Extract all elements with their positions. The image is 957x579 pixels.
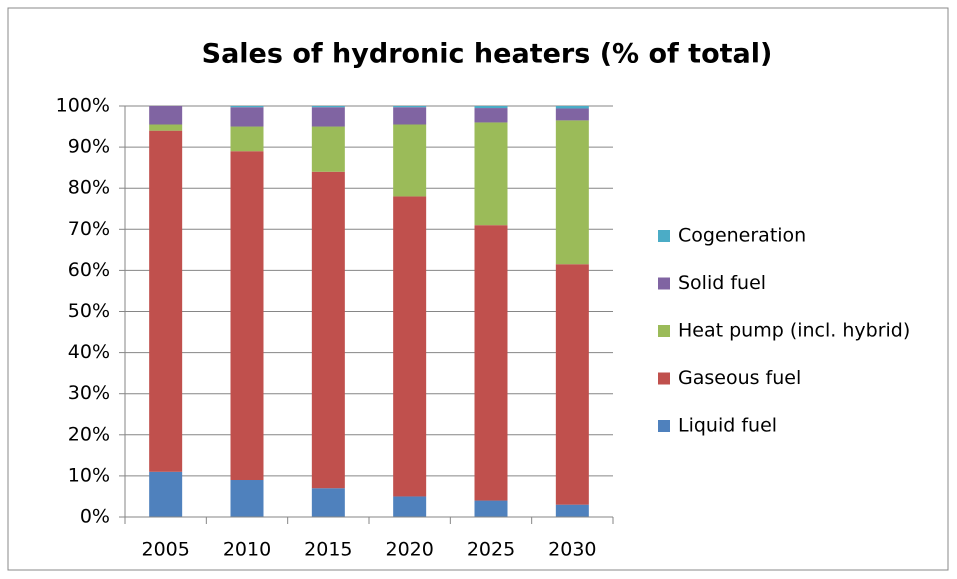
bar-segment [311, 171, 345, 489]
x-tick-label: 2025 [467, 539, 515, 561]
bar-segment [474, 500, 508, 517]
y-tick-label: 100% [56, 95, 110, 117]
legend-swatch [658, 230, 670, 242]
y-tick-label: 90% [68, 136, 110, 158]
bar-segment [311, 488, 345, 517]
bar-segment [555, 120, 589, 265]
bar-segment [474, 106, 508, 109]
bar-segment [149, 130, 183, 472]
bar-segment [393, 106, 427, 108]
y-tick-label: 70% [68, 218, 110, 240]
bar-segment [230, 480, 264, 517]
y-tick-label: 30% [68, 382, 110, 404]
y-tick-label: 80% [68, 177, 110, 199]
bar-segment [393, 196, 427, 497]
legend-swatch [658, 277, 670, 290]
y-tick-label: 40% [68, 341, 110, 363]
bar-segment [474, 122, 508, 226]
legend-label: Heat pump (incl. hybrid) [678, 320, 910, 342]
bar-segment [474, 225, 508, 501]
x-tick-label: 2005 [141, 539, 189, 561]
chart-title: Sales of hydronic heaters (% of total) [202, 39, 773, 70]
legend-swatch [658, 420, 670, 432]
bar-segment [311, 106, 345, 108]
bar-segment [393, 124, 427, 197]
legend-label: Solid fuel [678, 272, 766, 294]
bar-segment [555, 264, 589, 505]
legend-label: Gaseous fuel [678, 367, 801, 389]
x-tick-label: 2015 [304, 539, 352, 561]
y-tick-label: 60% [68, 259, 110, 281]
bar-segment [555, 106, 589, 109]
x-tick-label: 2020 [385, 539, 433, 561]
bar-segment [555, 504, 589, 517]
x-tick-label: 2010 [223, 539, 271, 561]
bar-segment [149, 124, 183, 131]
bar-segment [230, 107, 264, 127]
bar-segment [230, 151, 264, 481]
y-tick-label: 20% [68, 423, 110, 445]
legend-label: Cogeneration [678, 225, 806, 247]
y-tick-label: 10% [68, 464, 110, 486]
x-tick-label: 2030 [548, 539, 596, 561]
legend-label: Liquid fuel [678, 415, 777, 437]
bar-segment [311, 126, 345, 172]
bar-segment [474, 108, 508, 123]
legend-swatch [658, 325, 670, 337]
bar-segment [393, 107, 427, 125]
legend-swatch [658, 372, 670, 385]
bar-segment [311, 107, 345, 127]
bar-segment [230, 106, 264, 108]
bar-segment [149, 471, 183, 517]
bar-segment [393, 496, 427, 517]
bar-segment [149, 106, 183, 125]
bar-segment [555, 108, 589, 121]
y-tick-label: 0% [80, 506, 110, 528]
bar-segment [230, 126, 264, 152]
y-tick-label: 50% [68, 300, 110, 322]
